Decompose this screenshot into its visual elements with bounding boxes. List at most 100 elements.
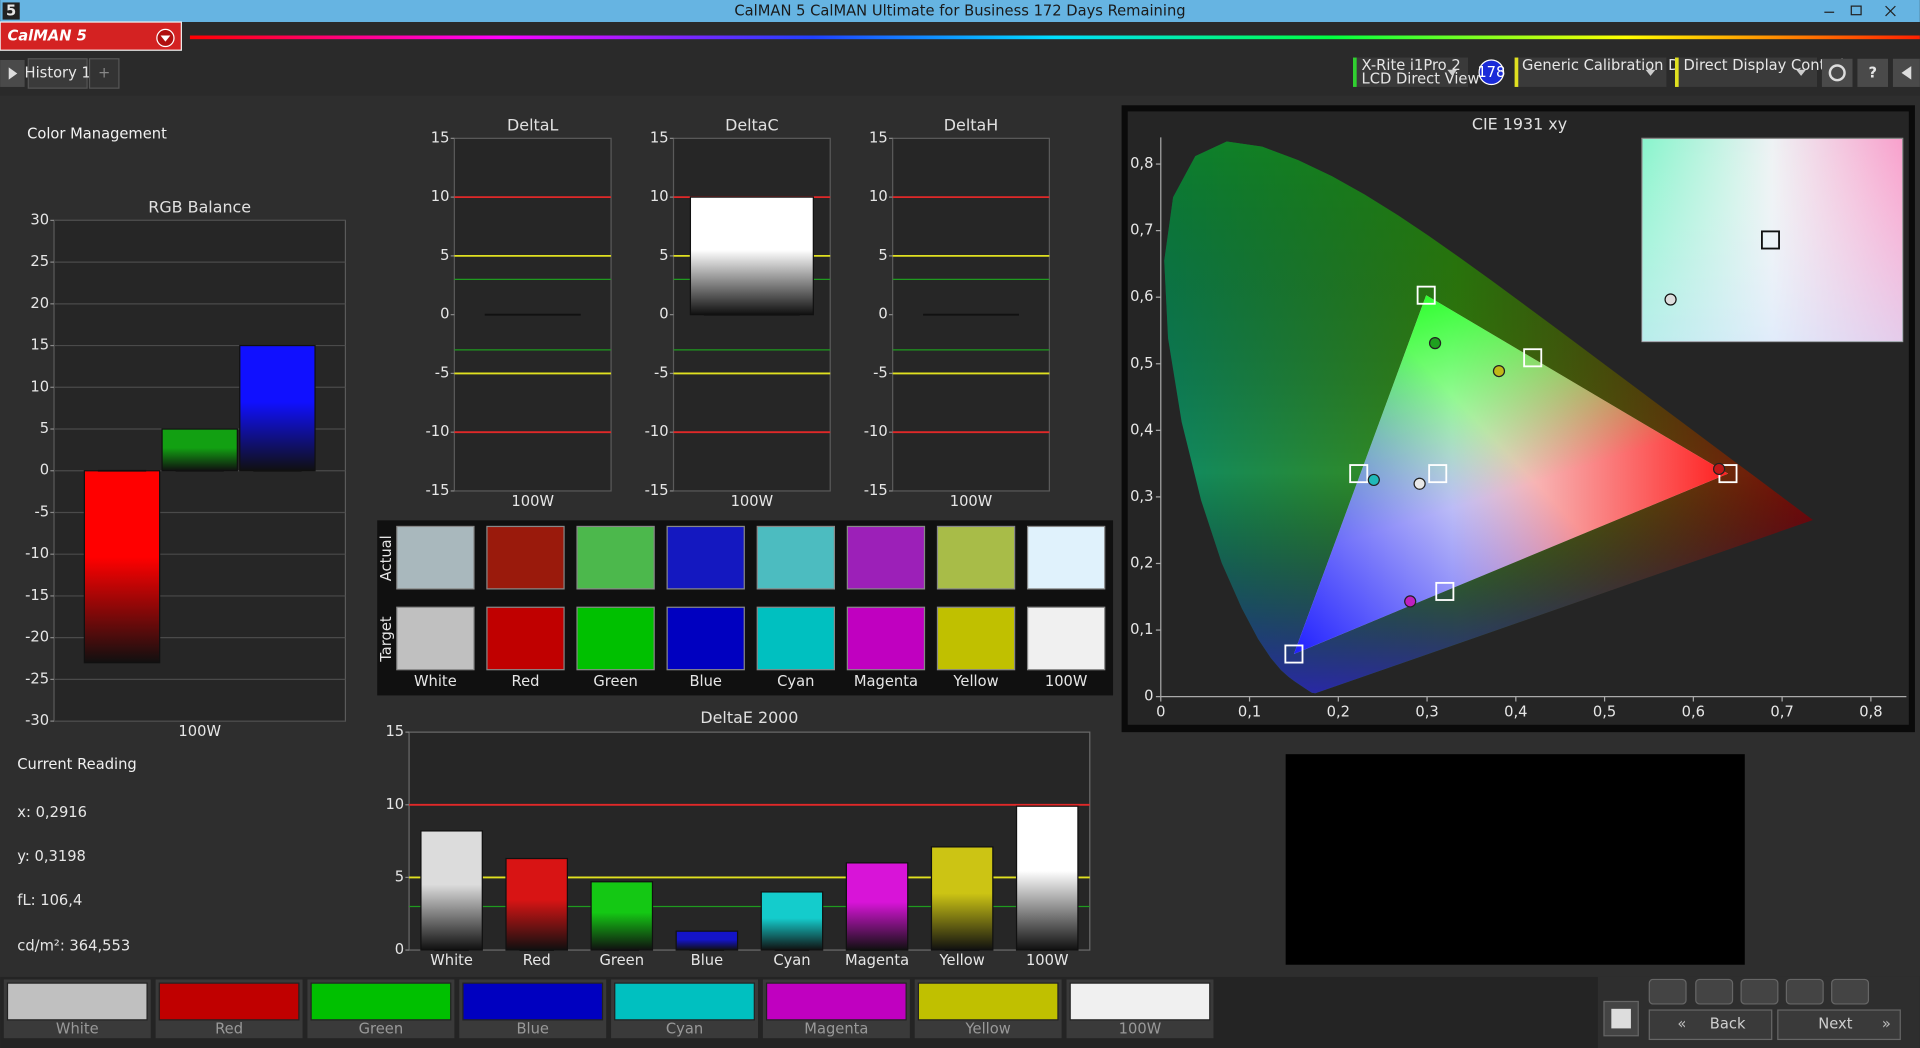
y-tick-label: 0,4 — [1130, 421, 1153, 438]
y-tick-label: 30 — [30, 211, 49, 228]
y-tick-label: 10 — [431, 188, 450, 205]
y-tick-label: 0 — [659, 306, 668, 323]
logo-button[interactable] — [0, 21, 182, 51]
meter-selector[interactable] — [1353, 57, 1469, 87]
y-tick-label: 10 — [650, 188, 669, 205]
bar — [83, 470, 161, 664]
y-tick-label: 10 — [385, 796, 404, 813]
y-tick-label: -20 — [25, 629, 49, 646]
y-tick-label: 25 — [30, 253, 49, 270]
x-tick-label: 100W — [178, 723, 221, 740]
row-label: Actual — [378, 535, 395, 581]
close-button[interactable] — [1885, 5, 1896, 17]
y-tick-label: 15 — [650, 129, 669, 146]
settings-button[interactable] — [1821, 58, 1853, 87]
x-tick-label: 0,8 — [1859, 704, 1882, 721]
add-tab-button[interactable] — [88, 58, 120, 89]
bar — [505, 857, 568, 951]
measured-point — [1413, 477, 1426, 490]
patch-label: 100W — [1119, 1021, 1162, 1038]
bar — [930, 846, 994, 951]
bar — [1015, 805, 1079, 951]
meter-status — [1353, 57, 1357, 87]
y-tick-label: 0 — [1144, 688, 1153, 705]
source-name: Generic Calibration DVD — [1522, 57, 1701, 74]
y-tick-label: 10 — [869, 188, 888, 205]
media-button[interactable] — [1648, 978, 1687, 1005]
patch-label: Blue — [516, 1021, 549, 1038]
dropdown-arrow — [1645, 69, 1656, 76]
display-name: Direct Display Control — [1684, 57, 1845, 74]
y-tick-label: 0,6 — [1130, 288, 1153, 305]
window-controls — [1824, 5, 1896, 17]
color-swatch — [666, 606, 745, 671]
display-status — [1674, 57, 1679, 87]
x-tick-label: Yellow — [939, 952, 985, 969]
y-tick-label: -5 — [34, 503, 49, 520]
history-tab[interactable] — [27, 58, 88, 89]
source-selector[interactable] — [1514, 57, 1667, 87]
next-button[interactable] — [1777, 1009, 1901, 1041]
zoom-target-point — [1760, 230, 1780, 250]
y-tick-label: 5 — [659, 247, 668, 264]
y-tick-label: -15 — [645, 482, 669, 499]
display-selector[interactable] — [1674, 57, 1818, 87]
measured-point — [1492, 364, 1506, 378]
media-button[interactable] — [1695, 978, 1734, 1005]
y-tick-label: 0 — [40, 462, 49, 479]
patch-color — [6, 982, 148, 1021]
collapse-icon — [1901, 66, 1912, 80]
bar — [590, 881, 654, 951]
swatch-label: Blue — [689, 673, 722, 690]
target-point — [1284, 644, 1304, 664]
title-bar — [0, 0, 1920, 23]
y-tick-label: -25 — [25, 670, 49, 687]
window-title: CalMAN 5 CalMAN Ultimate for Business 17… — [734, 3, 1185, 20]
color-swatch — [1026, 525, 1106, 590]
reading-x: x: 0,2916 — [17, 804, 87, 821]
y-tick-label: -15 — [25, 587, 49, 604]
next-label: Next — [1818, 1016, 1852, 1033]
help-button[interactable] — [1857, 58, 1889, 87]
y-tick-label: -10 — [425, 423, 449, 440]
bar — [760, 891, 824, 951]
control-buttons — [1603, 978, 1901, 1041]
meter-badge[interactable] — [1478, 59, 1505, 86]
media-button[interactable] — [1740, 978, 1779, 1005]
back-button[interactable] — [1648, 1009, 1773, 1041]
media-button[interactable] — [1785, 978, 1824, 1005]
y-tick-label: 15 — [30, 337, 49, 354]
y-tick-label: 0 — [395, 941, 404, 958]
measured-point — [1428, 337, 1442, 350]
x-tick-label: Cyan — [773, 952, 810, 969]
color-swatch — [846, 525, 926, 590]
target-point — [1428, 464, 1448, 484]
y-tick-label: 0 — [878, 306, 887, 323]
x-tick-label: 0,2 — [1327, 704, 1350, 721]
chart-title: DeltaL — [507, 116, 558, 135]
dropdown-arrow — [1796, 69, 1806, 76]
y-tick-label: 5 — [440, 247, 449, 264]
media-button[interactable] — [1831, 978, 1870, 1005]
reading-fl: fL: 106,4 — [17, 892, 82, 909]
color-swatch — [1026, 606, 1106, 671]
back-label: Back — [1710, 1016, 1746, 1033]
color-swatch — [666, 525, 745, 590]
restore-button[interactable] — [1850, 5, 1862, 16]
app-icon-text: 5 — [6, 3, 16, 20]
swatch-label: Yellow — [952, 673, 998, 690]
x-tick-label: Magenta — [845, 952, 909, 969]
swatch-label: Green — [593, 673, 637, 690]
y-tick-label: 5 — [40, 420, 49, 437]
x-tick-label: 100W — [950, 493, 993, 510]
swatch-label: White — [414, 673, 457, 690]
color-swatch — [936, 606, 1016, 671]
bar — [161, 428, 238, 472]
patch-color — [158, 982, 300, 1021]
color-swatch — [936, 525, 1016, 590]
patch-label: Yellow — [965, 1021, 1011, 1038]
x-tick-label: 0,3 — [1415, 704, 1438, 721]
y-tick-label: 5 — [878, 247, 887, 264]
bar — [239, 344, 316, 472]
reading-luminance: cd/m²: 364,553 — [17, 937, 130, 954]
